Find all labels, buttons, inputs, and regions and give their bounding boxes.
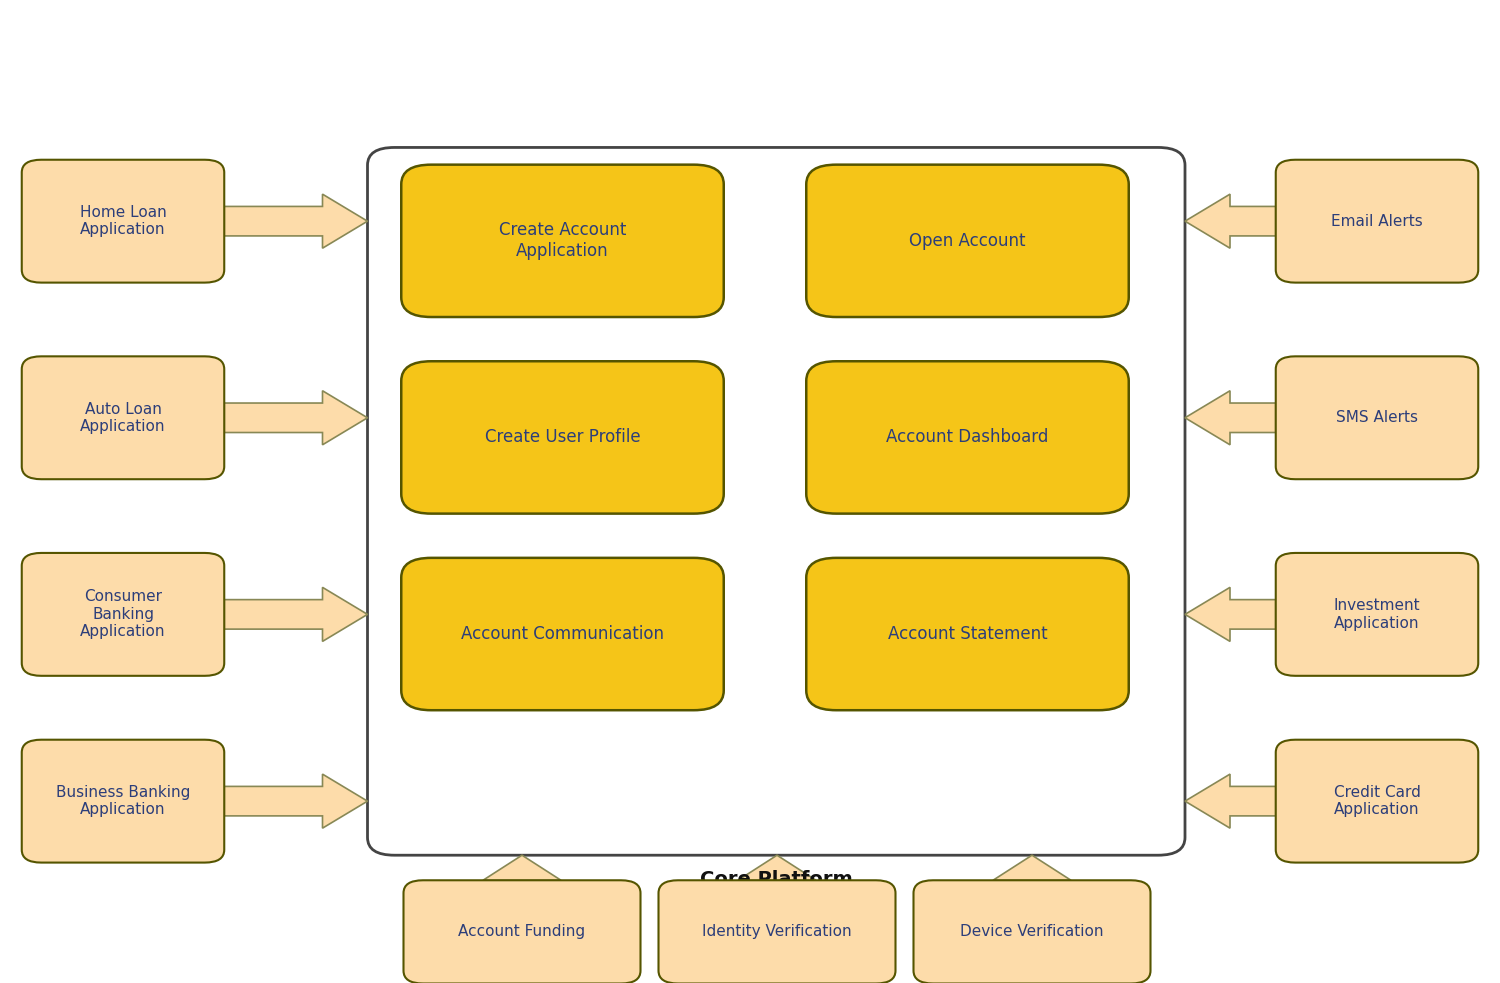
Text: Investment
Application: Investment Application: [1334, 599, 1420, 630]
Text: Business Banking
Application: Business Banking Application: [56, 785, 190, 817]
Polygon shape: [225, 391, 368, 444]
Text: Account Statement: Account Statement: [888, 625, 1047, 643]
Text: Create Account
Application: Create Account Application: [500, 221, 626, 260]
FancyBboxPatch shape: [807, 361, 1128, 513]
Polygon shape: [483, 855, 561, 881]
FancyBboxPatch shape: [21, 159, 225, 283]
Text: Consumer
Banking
Application: Consumer Banking Application: [81, 590, 165, 639]
FancyBboxPatch shape: [1275, 740, 1478, 863]
Text: Account Dashboard: Account Dashboard: [886, 429, 1048, 446]
FancyBboxPatch shape: [807, 558, 1128, 710]
FancyBboxPatch shape: [402, 165, 724, 317]
Polygon shape: [1185, 391, 1275, 444]
Text: Home Loan
Application: Home Loan Application: [80, 205, 166, 237]
Text: Open Account: Open Account: [909, 232, 1026, 250]
Text: Auto Loan
Application: Auto Loan Application: [81, 402, 165, 434]
Text: Create User Profile: Create User Profile: [484, 429, 640, 446]
Polygon shape: [1185, 195, 1275, 249]
Text: Credit Card
Application: Credit Card Application: [1334, 785, 1420, 817]
FancyBboxPatch shape: [404, 881, 640, 983]
FancyBboxPatch shape: [807, 165, 1128, 317]
Text: SMS Alerts: SMS Alerts: [1336, 410, 1418, 426]
FancyBboxPatch shape: [368, 147, 1185, 855]
FancyBboxPatch shape: [1275, 159, 1478, 283]
Text: Identity Verification: Identity Verification: [702, 924, 852, 940]
Polygon shape: [993, 855, 1071, 881]
Polygon shape: [225, 195, 368, 249]
Polygon shape: [1185, 587, 1275, 642]
FancyBboxPatch shape: [21, 740, 225, 863]
Text: Account Communication: Account Communication: [460, 625, 664, 643]
FancyBboxPatch shape: [914, 881, 1150, 983]
FancyBboxPatch shape: [21, 552, 225, 676]
Text: Core Platform: Core Platform: [700, 870, 852, 889]
Polygon shape: [738, 855, 816, 881]
FancyBboxPatch shape: [402, 361, 724, 513]
Polygon shape: [225, 775, 368, 828]
FancyBboxPatch shape: [658, 881, 896, 983]
FancyBboxPatch shape: [1275, 552, 1478, 676]
Text: Email Alerts: Email Alerts: [1330, 213, 1424, 229]
Text: Account Funding: Account Funding: [459, 924, 585, 940]
FancyBboxPatch shape: [402, 558, 724, 710]
FancyBboxPatch shape: [1275, 357, 1478, 480]
Polygon shape: [225, 587, 368, 642]
Text: Device Verification: Device Verification: [960, 924, 1104, 940]
Polygon shape: [1185, 775, 1275, 828]
FancyBboxPatch shape: [21, 357, 225, 480]
